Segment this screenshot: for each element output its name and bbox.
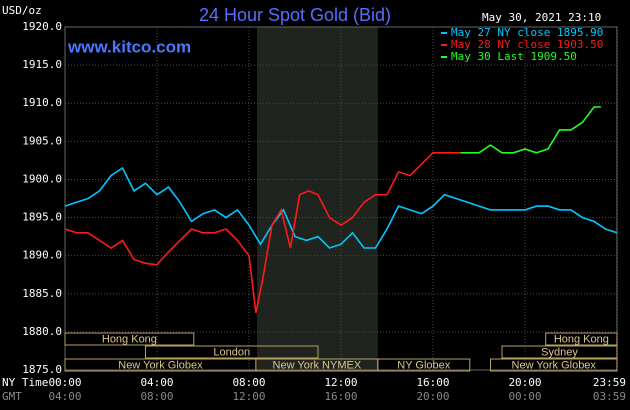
x-tick-label-gmt: 12:00 [232, 390, 265, 403]
session-label: Sydney [541, 346, 578, 358]
y-tick-label: 1885.0 [22, 287, 62, 300]
x-tick-label: 20:00 [508, 376, 541, 389]
session-box [490, 358, 618, 372]
legend-label: May 30 Last 1909.50 [451, 50, 577, 63]
session-label: NY Globex [397, 359, 450, 371]
y-tick-label: 1890.0 [22, 249, 62, 262]
legend-label: May 28 NY close 1903.50 [451, 38, 603, 51]
session-label: Hong Kong [102, 333, 157, 345]
y-tick-label: 1905.0 [22, 134, 62, 147]
x-tick-label-gmt: 20:00 [416, 390, 449, 403]
session-box [501, 345, 618, 359]
y-tick-label: 1920.0 [22, 20, 62, 33]
session-label: New York Globex [512, 359, 597, 371]
x-tick-label-gmt: 04:00 [48, 390, 81, 403]
session-label: Hong Kong [554, 333, 609, 345]
plot-frame [64, 26, 618, 371]
x-tick-label: 23:59 [593, 376, 626, 389]
session-box [377, 358, 471, 372]
site-label: www.kitco.com [67, 37, 191, 56]
y-tick-label: 1875.0 [22, 363, 62, 376]
series-line [64, 152, 461, 313]
chart-title: 24 Hour Spot Gold (Bid) [199, 5, 391, 25]
x-tick-label: 04:00 [140, 376, 173, 389]
session-box [145, 345, 319, 359]
x-tick-label: 16:00 [416, 376, 449, 389]
y-tick-label: 1880.0 [22, 325, 62, 338]
y-tick-label: 1900.0 [22, 172, 62, 185]
x-tick-label: 00:00 [48, 376, 81, 389]
session-box [545, 332, 618, 346]
x-tick-label-gmt: 03:59 [593, 390, 626, 403]
x-axis-name: GMT [2, 390, 22, 403]
x-tick-label: 08:00 [232, 376, 265, 389]
series-line [64, 166, 618, 249]
session-label: New York NYMEX [273, 359, 362, 371]
session-label: London [213, 346, 250, 358]
unit-label: USD/oz [2, 4, 42, 17]
series-line [460, 106, 601, 154]
timestamp: May 30, 2021 23:10 [482, 11, 601, 24]
legend-label: May 27 NY close 1895.90 [451, 26, 603, 39]
y-tick-label: 1915.0 [22, 58, 62, 71]
x-tick-label-gmt: 00:00 [508, 390, 541, 403]
x-tick-label-gmt: 08:00 [140, 390, 173, 403]
x-tick-label: 12:00 [324, 376, 357, 389]
y-tick-label: 1910.0 [22, 96, 62, 109]
x-axis-name: NY Time [2, 376, 48, 389]
shaded-region [257, 27, 378, 370]
x-tick-label-gmt: 16:00 [324, 390, 357, 403]
session-box [64, 332, 195, 346]
y-tick-label: 1895.0 [22, 211, 62, 224]
session-label: New York Globex [118, 359, 203, 371]
